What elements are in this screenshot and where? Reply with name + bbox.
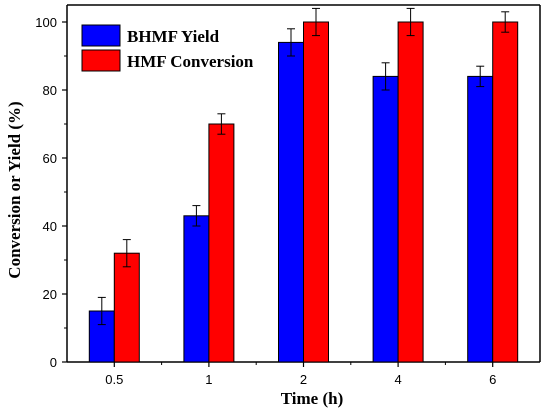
y-tick-label: 60 <box>43 151 57 166</box>
legend-label-bhmf-yield: BHMF Yield <box>127 27 220 46</box>
x-tick-label: 2 <box>300 372 307 387</box>
bar-hmf-conversion <box>397 21 424 363</box>
legend-label-hmf-conversion: HMF Conversion <box>127 52 254 71</box>
x-axis-title: Time (h) <box>281 389 344 408</box>
y-tick-label: 20 <box>43 287 57 302</box>
bar-bhmf-yield <box>183 215 210 363</box>
bar-bhmf-yield <box>372 75 399 363</box>
legend-swatch-hmf-conversion <box>81 49 121 72</box>
x-tick-label: 4 <box>394 372 401 387</box>
x-tick-label: 1 <box>205 372 212 387</box>
y-tick-label: 40 <box>43 219 57 234</box>
bar-bhmf-yield <box>278 41 304 363</box>
bar-hmf-conversion <box>303 21 329 363</box>
y-tick-label: 0 <box>50 355 57 370</box>
bar-bhmf-yield <box>467 75 494 363</box>
x-tick-label: 6 <box>489 372 496 387</box>
y-tick-label: 80 <box>43 83 57 98</box>
bar-hmf-conversion <box>208 123 235 363</box>
bar-hmf-conversion <box>492 21 519 363</box>
y-axis-title: Conversion or Yield (%) <box>5 101 24 278</box>
legend-swatch-bhmf-yield <box>81 24 121 47</box>
y-tick-label: 100 <box>35 15 57 30</box>
legend: BHMF Yield HMF Conversion <box>81 24 254 72</box>
x-tick-label: 0.5 <box>105 372 123 387</box>
bar-hmf-conversion <box>113 252 140 363</box>
plot-area: 0 20 40 60 80 100 0.5 1 2 4 6 <box>35 4 541 387</box>
